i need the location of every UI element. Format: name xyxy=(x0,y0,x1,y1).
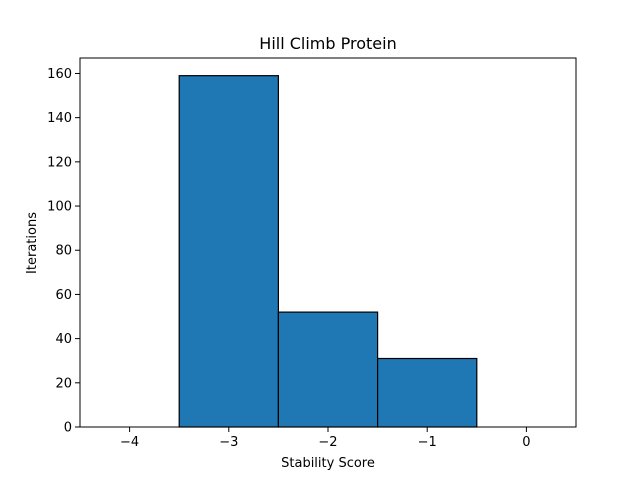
x-axis-title: Stability Score xyxy=(281,456,375,471)
x-tick-label: −3 xyxy=(219,435,238,450)
x-axis: −4 −3 −2 −1 0 xyxy=(120,427,531,450)
histogram-bars xyxy=(178,75,478,428)
histogram-bar xyxy=(377,357,478,428)
y-tick-label: 60 xyxy=(55,288,72,303)
y-tick-label: 100 xyxy=(47,200,72,215)
y-tick-label: 160 xyxy=(47,67,72,82)
y-axis: 0 20 40 60 80 100 120 140 160 xyxy=(47,67,80,436)
chart-title: Hill Climb Protein xyxy=(259,34,396,53)
y-tick-label: 140 xyxy=(47,111,72,126)
x-tick-label: −1 xyxy=(418,435,437,450)
y-tick-label: 20 xyxy=(55,376,72,391)
y-tick-label: 120 xyxy=(47,155,72,170)
x-tick-label: 0 xyxy=(522,435,530,450)
y-tick-label: 80 xyxy=(55,244,72,259)
histogram-bar xyxy=(277,311,379,428)
x-tick-label: −2 xyxy=(318,435,337,450)
y-tick-label: 40 xyxy=(55,332,72,347)
y-tick-label: 0 xyxy=(64,421,72,436)
x-tick-label: −4 xyxy=(120,435,139,450)
histogram-bar xyxy=(178,75,279,428)
y-axis-title: Iterations xyxy=(25,212,40,274)
